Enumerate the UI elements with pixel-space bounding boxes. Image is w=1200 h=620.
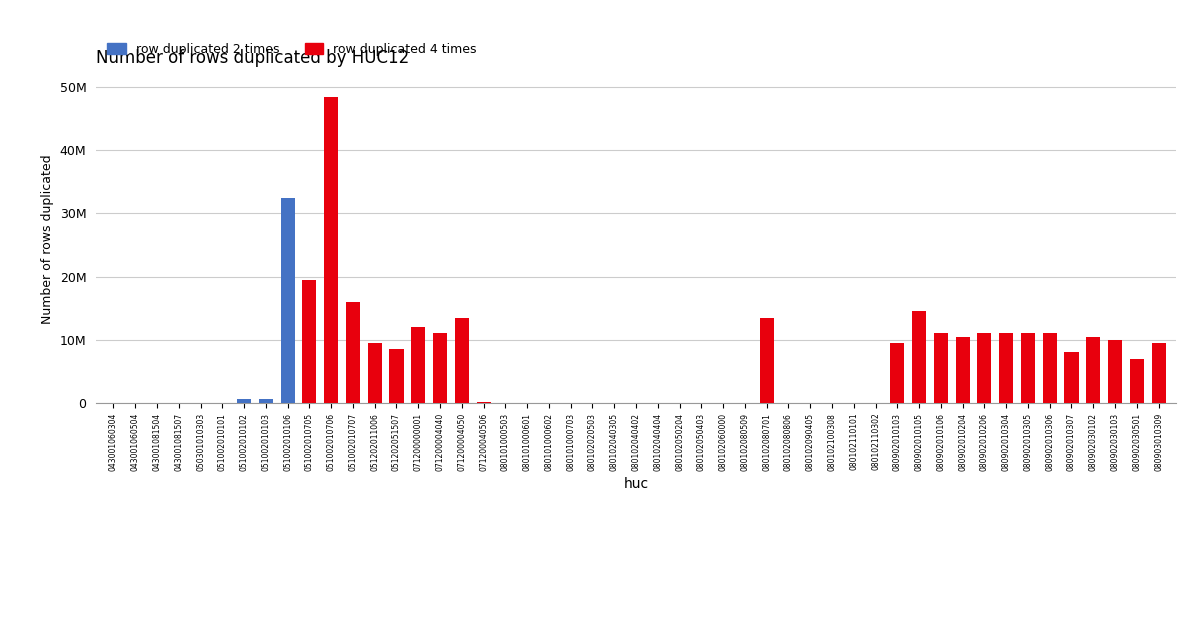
Y-axis label: Number of rows duplicated: Number of rows duplicated <box>41 154 54 324</box>
Text: Number of rows duplicated by HUC12: Number of rows duplicated by HUC12 <box>96 49 409 68</box>
Bar <box>390 349 403 403</box>
Bar <box>476 402 491 403</box>
Bar <box>955 337 970 403</box>
Bar <box>934 334 948 403</box>
Bar <box>1152 343 1165 403</box>
Bar <box>346 302 360 403</box>
Bar <box>302 280 317 403</box>
Bar <box>412 327 425 403</box>
Bar <box>1108 340 1122 403</box>
Bar <box>236 399 251 403</box>
Bar <box>977 334 991 403</box>
Bar <box>1129 359 1144 403</box>
Bar <box>259 399 272 403</box>
Legend: row duplicated 2 times, row duplicated 4 times: row duplicated 2 times, row duplicated 4… <box>102 38 481 61</box>
Bar <box>1000 334 1013 403</box>
Bar <box>367 343 382 403</box>
Bar <box>1043 334 1057 403</box>
X-axis label: huc: huc <box>624 477 648 490</box>
Bar <box>281 198 295 403</box>
Bar <box>1064 352 1079 403</box>
Bar <box>760 317 774 403</box>
Bar <box>455 317 469 403</box>
Bar <box>890 343 905 403</box>
Bar <box>1086 337 1100 403</box>
Bar <box>324 97 338 403</box>
Bar <box>912 311 926 403</box>
Bar <box>433 334 448 403</box>
Bar <box>1021 334 1036 403</box>
